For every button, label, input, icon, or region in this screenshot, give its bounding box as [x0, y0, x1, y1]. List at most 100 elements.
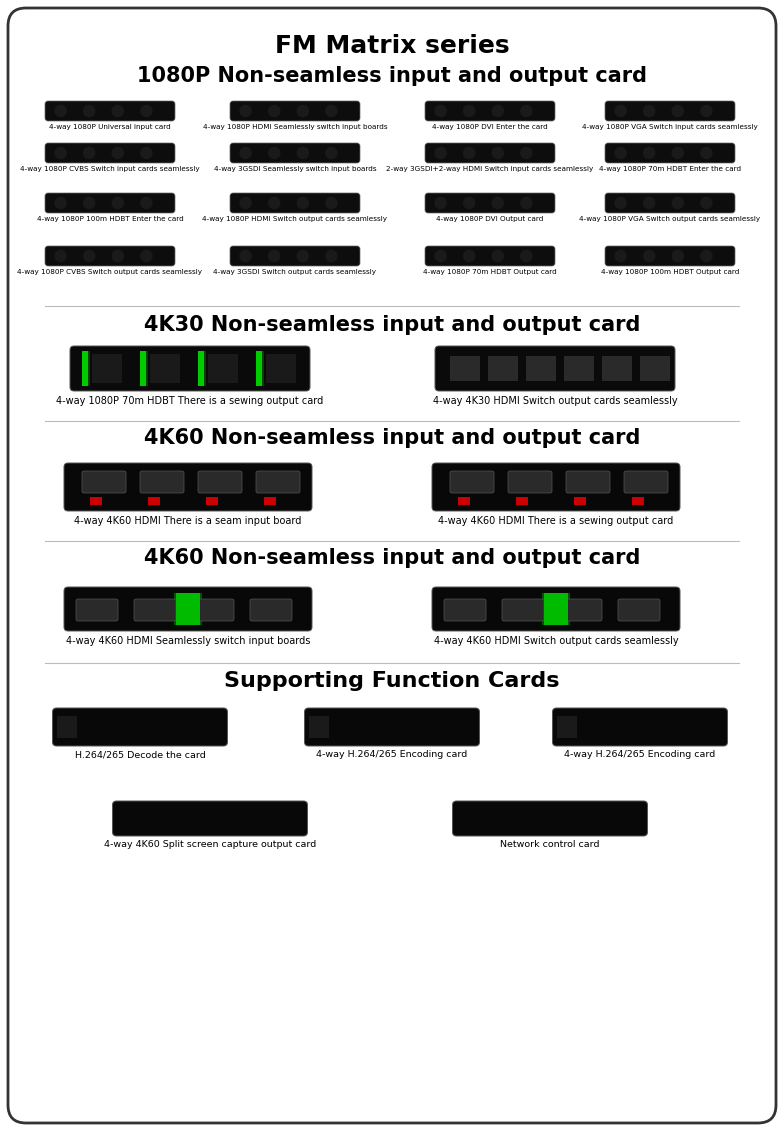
Text: 4-way 1080P CVBS Switch output cards seamlessly: 4-way 1080P CVBS Switch output cards sea… — [17, 269, 202, 275]
Circle shape — [269, 198, 280, 208]
Text: 4-way 1080P DVI Enter the card: 4-way 1080P DVI Enter the card — [432, 124, 548, 130]
Text: 4-way 1080P HDMI Switch output cards seamlessly: 4-way 1080P HDMI Switch output cards sea… — [202, 216, 387, 222]
Text: 4-way 1080P 70m HDBT Output card: 4-way 1080P 70m HDBT Output card — [423, 269, 557, 275]
Text: H.264/265 Decode the card: H.264/265 Decode the card — [74, 750, 205, 759]
FancyBboxPatch shape — [112, 801, 307, 836]
Circle shape — [492, 105, 503, 116]
FancyBboxPatch shape — [432, 463, 680, 511]
Text: Network control card: Network control card — [500, 840, 600, 849]
Bar — [140, 351, 148, 386]
Circle shape — [463, 147, 475, 158]
Circle shape — [297, 250, 308, 261]
Circle shape — [701, 198, 712, 208]
Circle shape — [112, 105, 123, 116]
FancyBboxPatch shape — [304, 708, 480, 746]
Circle shape — [84, 105, 95, 116]
Text: 4K60 Non-seamless input and output card: 4K60 Non-seamless input and output card — [143, 549, 641, 568]
FancyBboxPatch shape — [198, 470, 242, 493]
Bar — [57, 716, 78, 739]
Text: 4-way H.264/265 Encoding card: 4-way H.264/265 Encoding card — [317, 750, 467, 759]
FancyBboxPatch shape — [605, 193, 735, 213]
FancyBboxPatch shape — [45, 247, 175, 266]
Circle shape — [672, 105, 684, 116]
Text: FM Matrix series: FM Matrix series — [274, 34, 510, 58]
Text: 4-way 3GSDI Seamlessly switch input boards: 4-way 3GSDI Seamlessly switch input boar… — [214, 166, 376, 172]
Circle shape — [112, 250, 123, 261]
Bar — [574, 497, 586, 506]
Bar — [526, 356, 556, 381]
Circle shape — [435, 250, 446, 261]
Circle shape — [112, 198, 123, 208]
Text: 4-way 4K60 HDMI Switch output cards seamlessly: 4-way 4K60 HDMI Switch output cards seam… — [434, 636, 678, 646]
Circle shape — [521, 198, 532, 208]
FancyBboxPatch shape — [140, 470, 184, 493]
Circle shape — [492, 198, 503, 208]
Bar — [198, 351, 206, 386]
Circle shape — [644, 198, 655, 208]
Circle shape — [492, 147, 503, 158]
FancyBboxPatch shape — [450, 470, 494, 493]
Circle shape — [84, 147, 95, 158]
FancyBboxPatch shape — [605, 143, 735, 163]
Bar — [542, 593, 570, 625]
Bar — [176, 593, 200, 625]
Circle shape — [644, 250, 655, 261]
Bar — [516, 497, 528, 506]
Circle shape — [463, 198, 475, 208]
Circle shape — [615, 198, 626, 208]
FancyBboxPatch shape — [425, 143, 555, 163]
Text: 4-way H.264/265 Encoding card: 4-way H.264/265 Encoding card — [564, 750, 716, 759]
Text: 4-way 4K60 HDMI There is a seam input board: 4-way 4K60 HDMI There is a seam input bo… — [74, 516, 302, 526]
FancyBboxPatch shape — [624, 470, 668, 493]
Circle shape — [521, 147, 532, 158]
Bar — [148, 497, 160, 506]
FancyBboxPatch shape — [230, 143, 360, 163]
Bar — [140, 351, 146, 386]
Circle shape — [84, 250, 95, 261]
Bar — [564, 356, 594, 381]
Circle shape — [326, 105, 337, 116]
Bar — [632, 497, 644, 506]
Bar — [256, 351, 264, 386]
FancyBboxPatch shape — [444, 599, 486, 621]
FancyBboxPatch shape — [553, 708, 728, 746]
Bar — [450, 356, 480, 381]
Circle shape — [463, 105, 475, 116]
Text: 4-way 4K30 HDMI Switch output cards seamlessly: 4-way 4K30 HDMI Switch output cards seam… — [433, 396, 677, 406]
Bar — [602, 356, 632, 381]
Text: 4-way 4K60 HDMI There is a sewing output card: 4-way 4K60 HDMI There is a sewing output… — [438, 516, 673, 526]
Bar — [150, 354, 180, 383]
Circle shape — [141, 147, 152, 158]
Bar — [488, 356, 518, 381]
Circle shape — [297, 198, 308, 208]
FancyBboxPatch shape — [45, 101, 175, 121]
Bar — [256, 351, 262, 386]
Bar — [458, 497, 470, 506]
Bar — [266, 354, 296, 383]
Circle shape — [435, 198, 446, 208]
FancyBboxPatch shape — [230, 247, 360, 266]
Text: 4-way 4K60 HDMI Seamlessly switch input boards: 4-way 4K60 HDMI Seamlessly switch input … — [66, 636, 310, 646]
FancyBboxPatch shape — [452, 801, 648, 836]
Bar — [82, 351, 88, 386]
FancyBboxPatch shape — [70, 346, 310, 391]
Bar — [174, 593, 202, 625]
FancyBboxPatch shape — [605, 101, 735, 121]
Circle shape — [297, 105, 308, 116]
Text: 4-way 4K60 Split screen capture output card: 4-way 4K60 Split screen capture output c… — [103, 840, 316, 849]
Circle shape — [55, 105, 66, 116]
Text: 4-way 1080P 70m HDBT Enter the card: 4-way 1080P 70m HDBT Enter the card — [599, 166, 741, 172]
Circle shape — [269, 147, 280, 158]
FancyBboxPatch shape — [560, 599, 602, 621]
Text: 4-way 1080P 100m HDBT Enter the card: 4-way 1080P 100m HDBT Enter the card — [37, 216, 183, 222]
Bar — [264, 497, 276, 506]
Text: 1080P Non-seamless input and output card: 1080P Non-seamless input and output card — [137, 66, 647, 86]
Text: 4K30 Non-seamless input and output card: 4K30 Non-seamless input and output card — [143, 316, 641, 335]
FancyBboxPatch shape — [134, 599, 176, 621]
Bar — [82, 351, 90, 386]
FancyBboxPatch shape — [230, 101, 360, 121]
Text: 4-way 1080P VGA Switch input cards seamlessly: 4-way 1080P VGA Switch input cards seaml… — [583, 124, 758, 130]
Circle shape — [435, 147, 446, 158]
FancyBboxPatch shape — [8, 8, 776, 1123]
FancyBboxPatch shape — [53, 708, 227, 746]
